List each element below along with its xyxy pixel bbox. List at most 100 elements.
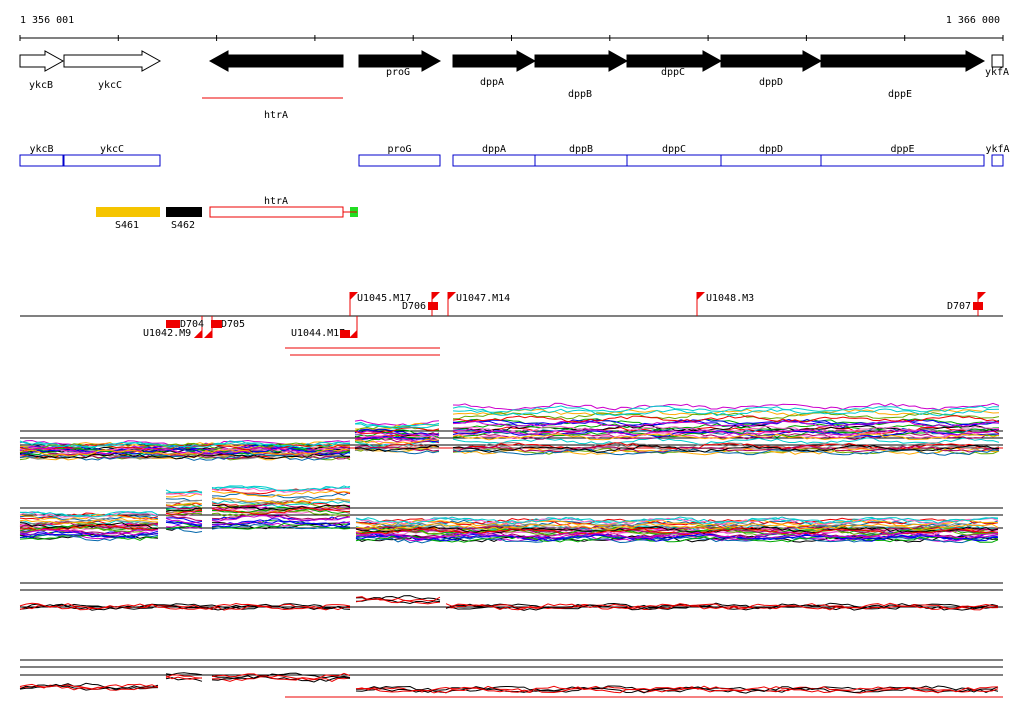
- gene-box-label: ykcB: [29, 144, 53, 155]
- profile-line: [354, 436, 440, 444]
- profile-line: [165, 510, 203, 515]
- profile-line: [354, 430, 440, 436]
- transcript-label: U1042.M9: [143, 328, 191, 339]
- profile-line: [211, 504, 351, 511]
- profile-line: [165, 507, 203, 512]
- profile-line: [354, 444, 440, 453]
- profile-line: [355, 685, 999, 694]
- transcript-label: U1047.M14: [456, 293, 510, 304]
- profile-line: [354, 421, 440, 428]
- profile-line: [19, 522, 159, 530]
- profile-line: [452, 429, 1000, 438]
- profile-line: [354, 426, 440, 434]
- gene-arrow: [452, 50, 537, 72]
- gene-arrow: [534, 50, 629, 72]
- profile-line: [355, 533, 999, 541]
- gene-label: dppC: [661, 67, 685, 78]
- profile-line: [452, 445, 1000, 453]
- profile-line: [355, 525, 999, 534]
- scale-end: 1 366 000: [946, 15, 1000, 26]
- transcript-label: D706: [402, 301, 426, 312]
- profile-line: [165, 489, 203, 494]
- profile-line: [211, 490, 351, 498]
- profile-line: [212, 491, 351, 499]
- transcript-flag: [350, 292, 358, 300]
- profile-line: [355, 531, 999, 539]
- gene-box: [358, 154, 441, 167]
- profile-line: [165, 677, 203, 682]
- gene-box-label: proG: [387, 144, 411, 155]
- profile-line: [211, 674, 351, 682]
- feature-label: S462: [171, 220, 195, 231]
- gene-box: [991, 154, 1004, 167]
- gene-label: dppA: [480, 77, 504, 88]
- feature: [96, 207, 160, 217]
- profile-line: [355, 596, 441, 604]
- gene-box-label: dppB: [569, 144, 593, 155]
- feature-label: S461: [115, 220, 139, 231]
- profile-line: [19, 528, 159, 536]
- transcript-label: D704: [180, 319, 204, 330]
- profile-line: [445, 602, 999, 611]
- profile-line: [355, 534, 998, 542]
- gene-arrow: [19, 50, 65, 72]
- gene-box: [820, 154, 985, 167]
- gene-box-label: dppA: [482, 144, 506, 155]
- profile-line: [19, 515, 159, 522]
- gene-label: proG: [386, 67, 410, 78]
- profile-line: [452, 433, 1000, 441]
- profile-line: [452, 415, 1000, 423]
- profile-line: [19, 603, 351, 610]
- profile-line: [355, 519, 999, 527]
- profile-line: [354, 445, 440, 452]
- profile-line: [211, 675, 351, 683]
- profile-line: [20, 441, 351, 449]
- transcript-label: U1044.M17: [291, 328, 345, 339]
- transcript-flag: [194, 330, 202, 338]
- gene-arrow: [991, 54, 1004, 68]
- profile-line: [355, 535, 998, 543]
- gene-arrow: [720, 50, 823, 72]
- profile-line: [165, 675, 203, 680]
- profile-line: [452, 442, 1000, 450]
- profile-line: [165, 674, 203, 679]
- gene-label: htrA: [264, 110, 288, 121]
- profile-line: [165, 492, 203, 496]
- transcript-flag: [448, 292, 456, 300]
- profile-line: [452, 408, 1000, 417]
- transcript-flag: [349, 330, 357, 338]
- profile-line: [445, 603, 999, 611]
- profile-line: [19, 517, 159, 525]
- profile-line: [211, 515, 351, 523]
- transcript-flag: [978, 292, 986, 300]
- profile-line: [19, 511, 159, 518]
- profile-line: [211, 507, 351, 515]
- profile-line: [19, 532, 159, 539]
- gene-box-label: dppE: [890, 144, 914, 155]
- terminator: [973, 302, 983, 310]
- profile-line: [19, 534, 159, 541]
- gene-box: [720, 154, 822, 167]
- transcript-label: U1045.M17: [357, 293, 411, 304]
- transcript-label: D707: [947, 301, 971, 312]
- profile-line: [166, 508, 203, 513]
- gene-arrow: [358, 50, 442, 72]
- profile-line: [19, 452, 351, 460]
- gene-box: [626, 154, 722, 167]
- profile-line: [452, 408, 1000, 417]
- transcript-flag: [697, 292, 705, 300]
- profile-line: [211, 522, 351, 530]
- profile-line: [165, 505, 203, 510]
- profile-line: [165, 517, 203, 525]
- terminator: [211, 320, 222, 328]
- gene-box-label: ykfA: [985, 144, 1009, 155]
- profile-line: [354, 423, 440, 430]
- profile-line: [19, 683, 159, 691]
- profile-line: [19, 442, 351, 451]
- feature: [166, 207, 202, 217]
- profile-line: [165, 515, 203, 521]
- profile-line: [165, 672, 203, 676]
- gene-label: ykcC: [98, 80, 122, 91]
- terminator: [340, 330, 350, 338]
